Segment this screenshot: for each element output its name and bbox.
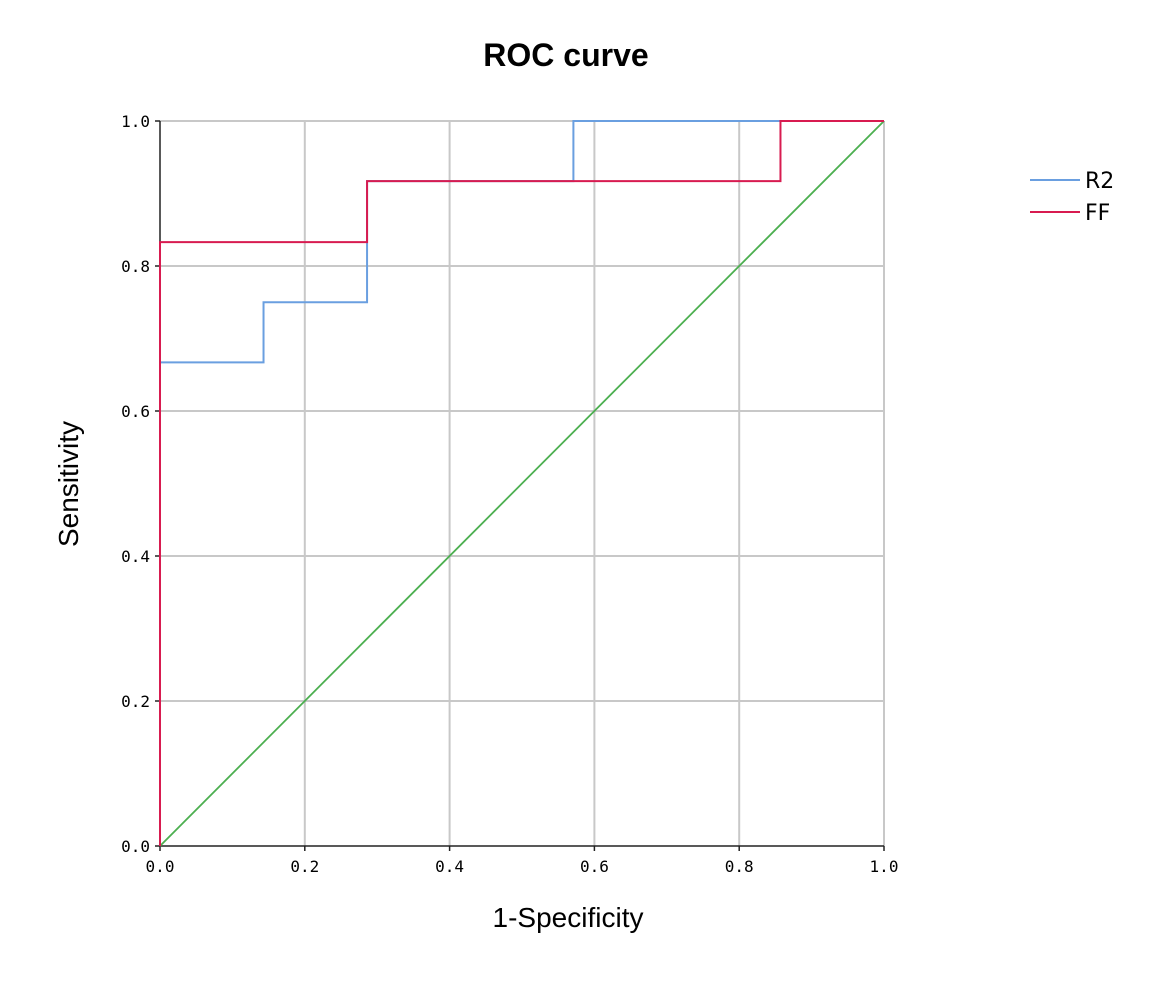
- y-axis-label: Sensitivity: [53, 421, 84, 547]
- series-layer: [159, 120, 885, 847]
- y-tick-label-2: 0.4: [121, 547, 150, 566]
- y-tick-label-0: 0.0: [121, 837, 150, 856]
- series-line-r2: [159, 120, 884, 846]
- legend-label-ff: FF: [1085, 201, 1110, 226]
- legend: R2 FF: [1030, 169, 1114, 226]
- x-tick-label-2: 0.4: [435, 857, 464, 876]
- x-tick-label-1: 0.2: [290, 857, 319, 876]
- series-line-ff: [159, 120, 884, 846]
- legend-label-r2: R2: [1085, 169, 1114, 194]
- y-tick-label-3: 0.6: [121, 402, 150, 421]
- y-tick-label-5: 1.0: [121, 112, 150, 131]
- chart-title: ROC curve: [483, 37, 648, 73]
- x-tick-label-3: 0.6: [580, 857, 609, 876]
- y-tick-label-4: 0.8: [121, 257, 150, 276]
- x-tick-label-0: 0.0: [146, 857, 175, 876]
- tick-layer: 0.0 0.2 0.4 0.6 0.8 1.0 0.0 0.2 0.4 0.6 0.8 1.0: [121, 112, 898, 876]
- x-tick-label-5: 1.0: [870, 857, 899, 876]
- x-axis-label: 1-Specificity: [493, 902, 644, 933]
- y-tick-label-1: 0.2: [121, 692, 150, 711]
- x-tick-label-4: 0.8: [725, 857, 754, 876]
- series-line-reference: [159, 120, 885, 847]
